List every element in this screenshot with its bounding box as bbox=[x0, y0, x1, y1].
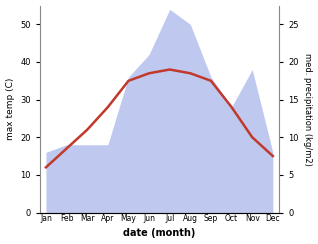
Y-axis label: med. precipitation (kg/m2): med. precipitation (kg/m2) bbox=[303, 53, 313, 165]
X-axis label: date (month): date (month) bbox=[123, 228, 196, 238]
Y-axis label: max temp (C): max temp (C) bbox=[5, 78, 15, 140]
